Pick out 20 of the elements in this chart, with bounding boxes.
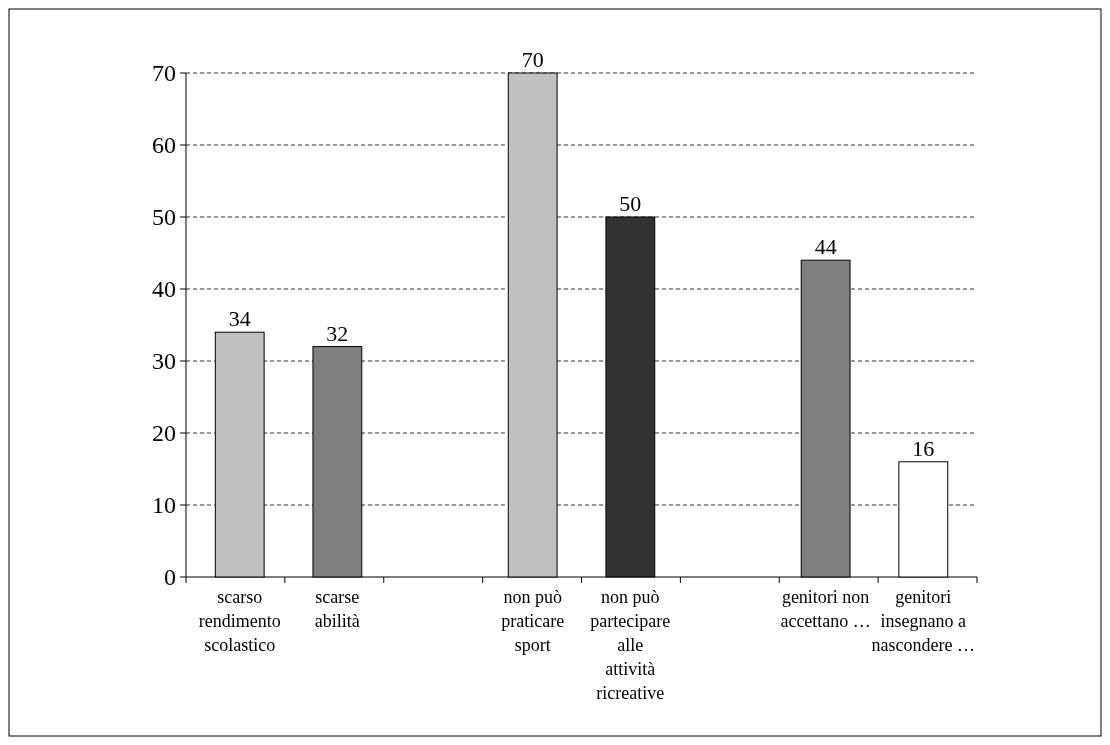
- x-tick-label: genitori non accettano …: [780, 587, 871, 631]
- y-tick-label: 70: [152, 60, 176, 87]
- data-label: 32: [326, 320, 349, 346]
- data-label: 34: [228, 306, 251, 332]
- y-tick-label: 50: [152, 204, 176, 231]
- x-tick-label: non può partecipare alle attività ricreative: [590, 587, 671, 703]
- data-label: 16: [912, 435, 935, 461]
- y-tick-label: 0: [164, 564, 176, 591]
- x-tick-label: scarse abilità: [314, 587, 360, 631]
- x-tick-label: scarso rendimento scolastico: [198, 587, 281, 655]
- data-label: 44: [814, 234, 837, 260]
- y-tick-label: 20: [152, 420, 176, 447]
- y-tick-label: 10: [152, 492, 176, 519]
- y-tick-label: 60: [152, 132, 176, 159]
- data-label: 50: [619, 191, 642, 216]
- x-tick-label: non può praticare sport: [501, 587, 565, 655]
- y-tick-label: 40: [152, 276, 176, 303]
- data-label: 70: [521, 47, 544, 72]
- y-tick-label: 30: [152, 348, 176, 375]
- x-tick-label: genitori insegnano a nascondere …: [871, 587, 976, 655]
